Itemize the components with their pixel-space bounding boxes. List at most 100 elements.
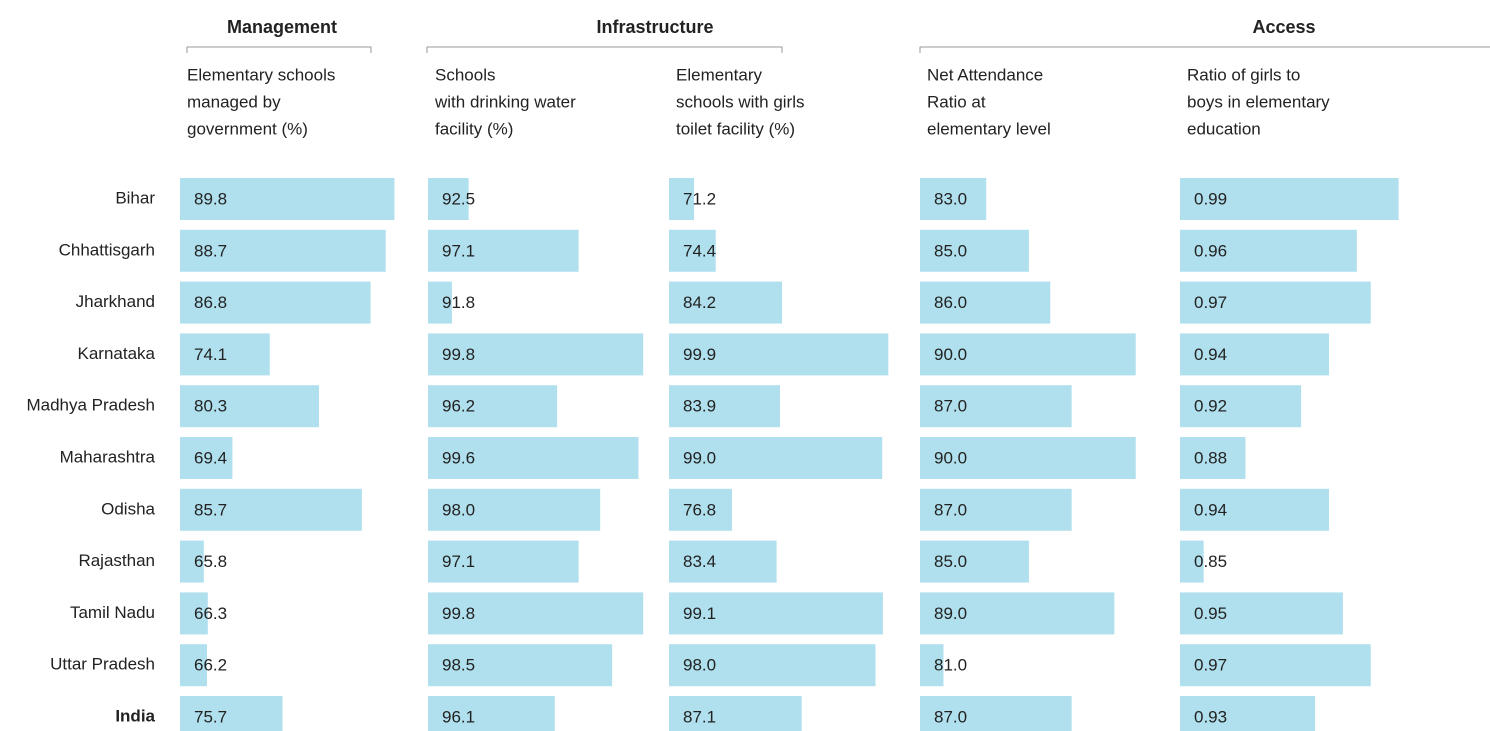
row-label: Bihar bbox=[115, 188, 155, 207]
value-label: 83.0 bbox=[934, 189, 967, 208]
column-title: with drinking water bbox=[434, 92, 576, 111]
value-label: 0.94 bbox=[1194, 500, 1227, 519]
row-label: Maharashtra bbox=[60, 447, 156, 466]
value-label: 0.95 bbox=[1194, 604, 1227, 623]
group-bracket bbox=[426, 46, 783, 53]
value-label: 0.88 bbox=[1194, 448, 1227, 467]
bar bbox=[1180, 333, 1329, 376]
bar bbox=[428, 178, 469, 220]
value-label: 65.8 bbox=[194, 552, 227, 571]
value-label: 85.7 bbox=[194, 500, 227, 519]
bar bbox=[428, 644, 613, 687]
bar bbox=[180, 696, 283, 731]
bar bbox=[920, 178, 987, 220]
value-label: 97.1 bbox=[442, 241, 475, 260]
value-label: 99.6 bbox=[442, 448, 475, 467]
bar bbox=[180, 229, 386, 272]
value-label: 92.5 bbox=[442, 189, 475, 208]
value-label: 99.0 bbox=[683, 448, 716, 467]
bar bbox=[1180, 437, 1246, 479]
value-label: 87.0 bbox=[934, 707, 967, 726]
column-title: schools with girls bbox=[676, 92, 805, 111]
group-bracket bbox=[186, 46, 372, 53]
bar bbox=[920, 333, 1136, 376]
value-label: 97.1 bbox=[442, 552, 475, 571]
bar bbox=[669, 696, 802, 731]
value-label: 85.0 bbox=[934, 552, 967, 571]
value-label: 90.0 bbox=[934, 345, 967, 364]
group-label: Infrastructure bbox=[596, 17, 713, 37]
value-label: 0.96 bbox=[1194, 241, 1227, 260]
bar bbox=[669, 178, 695, 220]
bar bbox=[1180, 540, 1204, 583]
column-title: facility (%) bbox=[435, 119, 513, 138]
bar bbox=[920, 281, 1051, 324]
group-bracket bbox=[919, 46, 1490, 53]
bar bbox=[1180, 696, 1316, 731]
value-label: 85.0 bbox=[934, 241, 967, 260]
value-label: 0.99 bbox=[1194, 189, 1227, 208]
bar bbox=[428, 281, 452, 324]
value-label: 83.9 bbox=[683, 397, 716, 416]
bar bbox=[669, 540, 777, 583]
column-title: Schools bbox=[435, 65, 495, 84]
bar bbox=[1180, 178, 1399, 220]
column-title: managed by bbox=[187, 92, 281, 111]
bar bbox=[1180, 592, 1343, 635]
bar bbox=[428, 333, 644, 376]
bar bbox=[180, 281, 371, 324]
value-label: 99.8 bbox=[442, 345, 475, 364]
value-label: 91.8 bbox=[442, 293, 475, 312]
bar bbox=[428, 229, 579, 272]
bar bbox=[428, 385, 558, 428]
value-label: 89.0 bbox=[934, 604, 967, 623]
value-label: 98.0 bbox=[442, 500, 475, 519]
row-label: Madhya Pradesh bbox=[26, 396, 155, 415]
bar bbox=[669, 333, 889, 376]
bar bbox=[920, 540, 1029, 583]
group-label: Access bbox=[1252, 17, 1315, 37]
value-label: 99.1 bbox=[683, 604, 716, 623]
value-label: 0.97 bbox=[1194, 656, 1227, 675]
bar bbox=[180, 644, 208, 687]
bar bbox=[180, 437, 233, 479]
row-label: Rajasthan bbox=[78, 551, 155, 570]
bar bbox=[920, 696, 1072, 731]
column-title: Elementary bbox=[676, 65, 762, 84]
bar bbox=[669, 592, 883, 635]
value-label: 86.0 bbox=[934, 293, 967, 312]
bar bbox=[1180, 644, 1371, 687]
bar bbox=[1180, 229, 1357, 272]
bar bbox=[428, 437, 639, 479]
value-label: 75.7 bbox=[194, 707, 227, 726]
column-title: Net Attendance bbox=[927, 65, 1043, 84]
value-label: 96.1 bbox=[442, 707, 475, 726]
value-label: 0.85 bbox=[1194, 552, 1227, 571]
value-label: 0.97 bbox=[1194, 293, 1227, 312]
value-label: 69.4 bbox=[194, 448, 227, 467]
bar bbox=[428, 696, 555, 731]
bar bbox=[180, 178, 395, 220]
value-label: 76.8 bbox=[683, 500, 716, 519]
value-label: 89.8 bbox=[194, 189, 227, 208]
bar bbox=[180, 385, 319, 428]
value-label: 87.0 bbox=[934, 500, 967, 519]
value-label: 99.8 bbox=[442, 604, 475, 623]
column-title: Elementary schools bbox=[187, 65, 335, 84]
bar bbox=[428, 540, 579, 583]
row-label: Chhattisgarh bbox=[59, 240, 155, 259]
value-label: 96.2 bbox=[442, 397, 475, 416]
row-label: India bbox=[115, 706, 155, 725]
bar bbox=[1180, 281, 1371, 324]
value-label: 87.1 bbox=[683, 707, 716, 726]
bar bbox=[1180, 385, 1302, 428]
row-label: Uttar Pradesh bbox=[50, 655, 155, 674]
value-label: 0.92 bbox=[1194, 397, 1227, 416]
bar bbox=[180, 540, 204, 583]
value-label: 98.5 bbox=[442, 656, 475, 675]
value-label: 99.9 bbox=[683, 345, 716, 364]
bar bbox=[920, 592, 1115, 635]
value-label: 71.2 bbox=[683, 189, 716, 208]
bar bbox=[669, 437, 883, 479]
column-title: Ratio of girls to bbox=[1187, 65, 1300, 84]
